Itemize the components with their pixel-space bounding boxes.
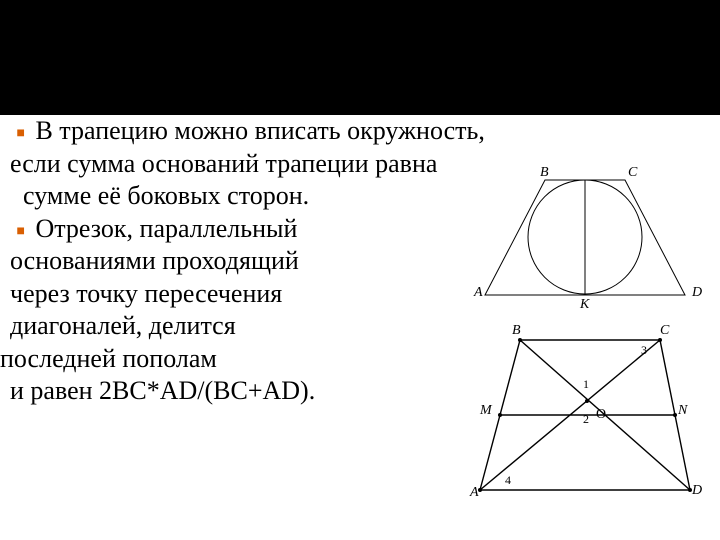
text-block: ■ В трапецию можно вписать окружность, е…	[10, 115, 450, 408]
figure-trapezoid-diagonals: A B C D M N O 1 2 3 4	[460, 325, 710, 500]
fig2-D: D	[692, 483, 702, 499]
figures-block: A B C D K A	[460, 165, 710, 500]
fig1-D: D	[692, 285, 702, 301]
fig2-O: O	[596, 407, 606, 423]
bullet2-line6: и равен 2BC*AD/(BC+AD).	[10, 375, 450, 408]
fig1-K: K	[580, 297, 589, 313]
fig2-n3: 3	[641, 343, 647, 358]
fig2-C: C	[660, 323, 669, 339]
bullet-icon: ■	[17, 223, 25, 241]
fig1-C: C	[628, 165, 637, 181]
b1-l3: сумме её боковых сторон.	[23, 181, 309, 210]
figure-trapezoid-circle: A B C D K	[460, 165, 710, 315]
fig1-svg	[460, 165, 710, 315]
bullet1-line3: сумме её боковых сторон.	[10, 180, 450, 213]
bullet2-line4: диагоналей, делится	[10, 310, 450, 343]
fig2-N: N	[678, 403, 687, 419]
bullet2-line3: через точку пересечения	[10, 278, 450, 311]
fig2-n2: 2	[583, 412, 589, 427]
bullet1-line1: ■ В трапецию можно вписать окружность,	[10, 115, 700, 148]
fig2-n1: 1	[583, 377, 589, 392]
fig2-A: A	[470, 485, 479, 501]
title-bar	[0, 0, 720, 115]
b2-l1: Отрезок, параллельный	[35, 214, 297, 243]
slide-content: ■ В трапецию можно вписать окружность, е…	[0, 115, 720, 133]
bullet-icon: ■	[17, 125, 25, 143]
b1-l1: В трапецию можно вписать окружность,	[35, 116, 484, 145]
fig1-B: B	[540, 165, 549, 181]
bullet2-line5: последней пополам	[0, 343, 450, 376]
bullet2-line2: основаниями проходящий	[10, 245, 450, 278]
fig2-n4: 4	[505, 473, 511, 488]
fig1-A: A	[474, 285, 483, 301]
fig2-M: M	[480, 403, 492, 419]
bullet2-line1: ■ Отрезок, параллельный	[10, 213, 450, 246]
fig2-B: B	[512, 323, 521, 339]
